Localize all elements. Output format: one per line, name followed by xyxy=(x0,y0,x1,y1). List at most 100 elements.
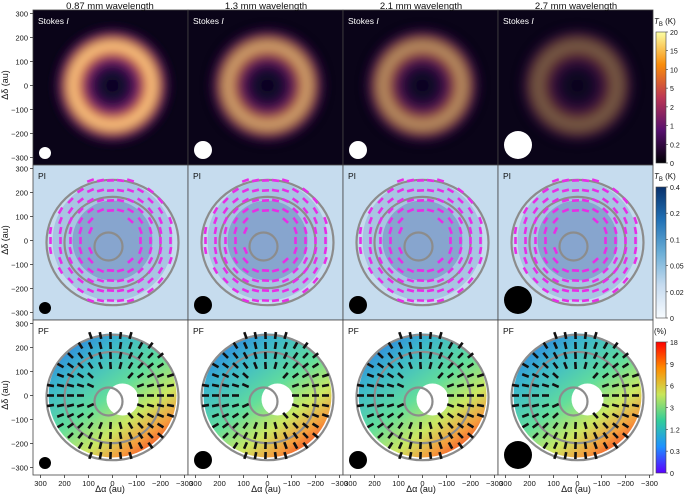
polarization-vector xyxy=(446,383,455,388)
colorbar-1: TB (K) 20 15 10 5 2 1 0.2 0 xyxy=(654,17,680,168)
polarization-vector xyxy=(212,266,219,275)
polarization-vector xyxy=(581,188,590,193)
polarization-vector xyxy=(523,256,528,265)
polarization-vector xyxy=(611,287,620,294)
polarization-vector xyxy=(397,441,404,450)
x-axis-label-col4: Δα (au) xyxy=(561,484,591,494)
polarization-vector xyxy=(136,187,145,194)
polarization-vector xyxy=(116,188,125,193)
polarization-vector xyxy=(467,206,474,215)
panel-label: PI xyxy=(348,171,356,181)
polarization-vector xyxy=(406,207,415,214)
polarization-vector xyxy=(156,352,165,359)
colorbar-3: (%)18 9 6 3 1.2 0.3 0 xyxy=(654,327,680,478)
polarization-vector xyxy=(311,383,320,388)
polarization-vector xyxy=(168,226,173,235)
colorbar-tick-label: 0.3 xyxy=(670,449,680,456)
polarization-vector xyxy=(397,372,404,379)
polarization-vector xyxy=(561,278,570,283)
polarization-vector xyxy=(447,207,454,214)
polarization-vector xyxy=(156,372,165,379)
polarization-vector xyxy=(211,413,220,418)
polarization-vector xyxy=(213,246,218,255)
polarization-vector xyxy=(447,431,454,440)
polarization-vector xyxy=(136,287,145,294)
polarization-vector xyxy=(311,352,320,359)
polarization-vector xyxy=(118,331,123,340)
polarization-vector xyxy=(396,207,405,214)
polarization-vector xyxy=(583,451,588,460)
polarization-vector xyxy=(271,198,280,203)
polarization-vector xyxy=(56,362,65,369)
polarization-vector xyxy=(397,246,404,255)
polarization-vector xyxy=(146,287,155,294)
colorbar-gradient xyxy=(655,186,667,319)
polarization-vector xyxy=(387,431,394,440)
panel-pi-1: PI xyxy=(33,165,188,320)
polarization-vector xyxy=(201,383,210,388)
polarization-vector xyxy=(591,197,600,204)
x-tick-label: 100 xyxy=(82,479,95,488)
polarization-vector xyxy=(533,226,538,235)
polarization-vector xyxy=(203,226,208,235)
polarization-vector xyxy=(321,373,330,378)
polarization-vector xyxy=(428,451,433,460)
contour-inner xyxy=(248,231,279,262)
polarization-vector xyxy=(623,246,628,255)
polarization-vector xyxy=(223,246,228,255)
polarization-vector xyxy=(222,197,229,204)
x-axis-label-col3: Δα (au) xyxy=(406,484,436,494)
polarization-vector xyxy=(466,383,475,388)
y-tick-label: −200 xyxy=(11,440,28,449)
polarization-vector xyxy=(563,341,568,350)
polarization-vector xyxy=(367,266,374,275)
polarization-vector xyxy=(273,431,278,440)
polarization-vector xyxy=(166,403,175,408)
polarization-vector xyxy=(366,362,375,369)
polarization-vector xyxy=(253,331,258,340)
polarization-vector xyxy=(57,266,64,275)
polarization-vector xyxy=(368,246,373,255)
polarization-vector xyxy=(137,362,144,369)
polarization-vector xyxy=(551,287,560,294)
polarization-vector xyxy=(602,422,609,429)
x-tick-label: −300 xyxy=(331,479,348,488)
polarization-vector xyxy=(542,216,549,225)
polarization-vector xyxy=(157,256,164,265)
polarization-vector xyxy=(513,246,518,255)
y-axis-label-row2: Δδ (au) xyxy=(0,225,10,255)
polarization-vector xyxy=(583,431,588,440)
polarization-vector xyxy=(408,451,413,460)
polarization-vector xyxy=(531,383,540,388)
panel-pf-2: PF xyxy=(188,320,343,475)
polarization-vector xyxy=(612,206,619,215)
polarization-vector xyxy=(621,362,630,369)
polarization-vector xyxy=(553,451,558,460)
polarization-vector xyxy=(221,383,230,388)
polarization-vector xyxy=(387,256,394,265)
polarization-vector xyxy=(232,216,239,225)
polarization-vector xyxy=(128,451,133,460)
polarization-vector xyxy=(478,246,483,255)
panel-stokes-4: Stokes I xyxy=(498,10,653,165)
contour-2 xyxy=(63,350,162,445)
polarization-vector xyxy=(437,351,444,360)
polarization-vector xyxy=(446,187,455,194)
polarization-vector xyxy=(387,267,394,274)
contour-inner xyxy=(403,386,434,417)
polarization-vector xyxy=(408,341,413,350)
polarization-vector xyxy=(147,206,154,215)
panel-pi-2: PI xyxy=(188,165,343,320)
polarization-vector xyxy=(457,441,464,450)
polarization-vector xyxy=(67,216,74,225)
polarization-vector xyxy=(222,206,229,215)
polarization-vector xyxy=(581,278,590,283)
polarization-vector xyxy=(241,277,250,284)
polarization-vector xyxy=(241,207,250,214)
polarization-vector xyxy=(273,341,278,350)
polarization-vector xyxy=(601,403,610,408)
polarization-vector xyxy=(532,277,539,284)
polarization-vector xyxy=(601,372,610,379)
polarization-vector xyxy=(467,196,474,205)
